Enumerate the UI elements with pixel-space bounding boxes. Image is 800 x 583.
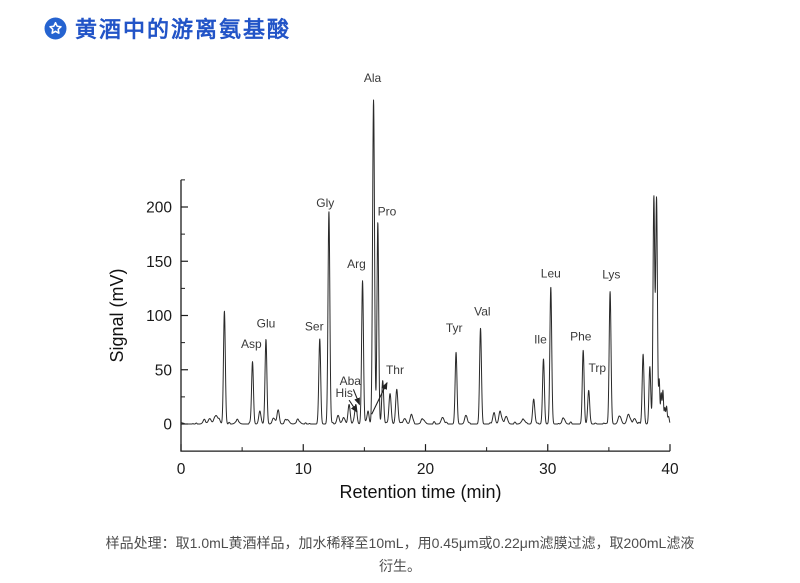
- caption-line-1: 样品处理：取1.0mL黄酒样品，加水稀释至10mL，用0.45μm或0.22μm…: [105, 535, 695, 551]
- peak-label-ala: Ala: [364, 71, 382, 85]
- peak-label-ser: Ser: [305, 320, 324, 334]
- chromatogram-curve: [180, 99, 671, 425]
- peak-label-val: Val: [474, 305, 490, 319]
- aba-arrow: [352, 389, 360, 406]
- peak-label-glu: Glu: [257, 316, 276, 330]
- y-tick-label: 100: [146, 308, 172, 325]
- peak-label-arg: Arg: [347, 257, 366, 271]
- peak-label-ile: Ile: [534, 333, 547, 347]
- star-badge-icon: [44, 17, 67, 39]
- peak-label-asp: Asp: [241, 337, 262, 351]
- peak-label-trp: Trp: [588, 361, 606, 375]
- x-tick-label: 0: [177, 461, 186, 478]
- y-tick-label: 150: [146, 254, 172, 271]
- y-tick-label: 0: [163, 417, 172, 434]
- x-tick-label: 30: [539, 461, 557, 478]
- figure-caption: 样品处理：取1.0mL黄酒样品，加水稀释至10mL，用0.45μm或0.22μm…: [40, 532, 760, 578]
- caption-line-2: 衍生。: [379, 558, 421, 575]
- x-axis-title: Retention time (min): [339, 482, 501, 502]
- page-title: 黄酒中的游离氨基酸: [75, 17, 292, 42]
- peak-label-thr: Thr: [386, 363, 404, 377]
- y-axis-title: Signal (mV): [107, 268, 127, 362]
- y-tick-label: 50: [155, 362, 173, 379]
- peak-label-aba: Aba: [340, 374, 362, 388]
- page-header: 黄酒中的游离氨基酸: [44, 12, 291, 44]
- peak-label-his: His: [336, 386, 353, 400]
- peak-label-leu: Leu: [541, 267, 561, 281]
- x-tick-label: 20: [417, 461, 435, 478]
- peak-label-phe: Phe: [570, 329, 592, 343]
- x-tick-label: 40: [661, 461, 679, 478]
- y-tick-label: 200: [146, 200, 172, 217]
- peak-label-pro: Pro: [378, 205, 397, 219]
- his-arrow: [348, 399, 358, 413]
- peak-label-lys: Lys: [602, 268, 620, 282]
- x-tick-label: 10: [295, 461, 313, 478]
- peak-label-gly: Gly: [316, 196, 334, 210]
- peak-label-tyr: Tyr: [446, 321, 463, 335]
- thr-arrow: [371, 381, 388, 415]
